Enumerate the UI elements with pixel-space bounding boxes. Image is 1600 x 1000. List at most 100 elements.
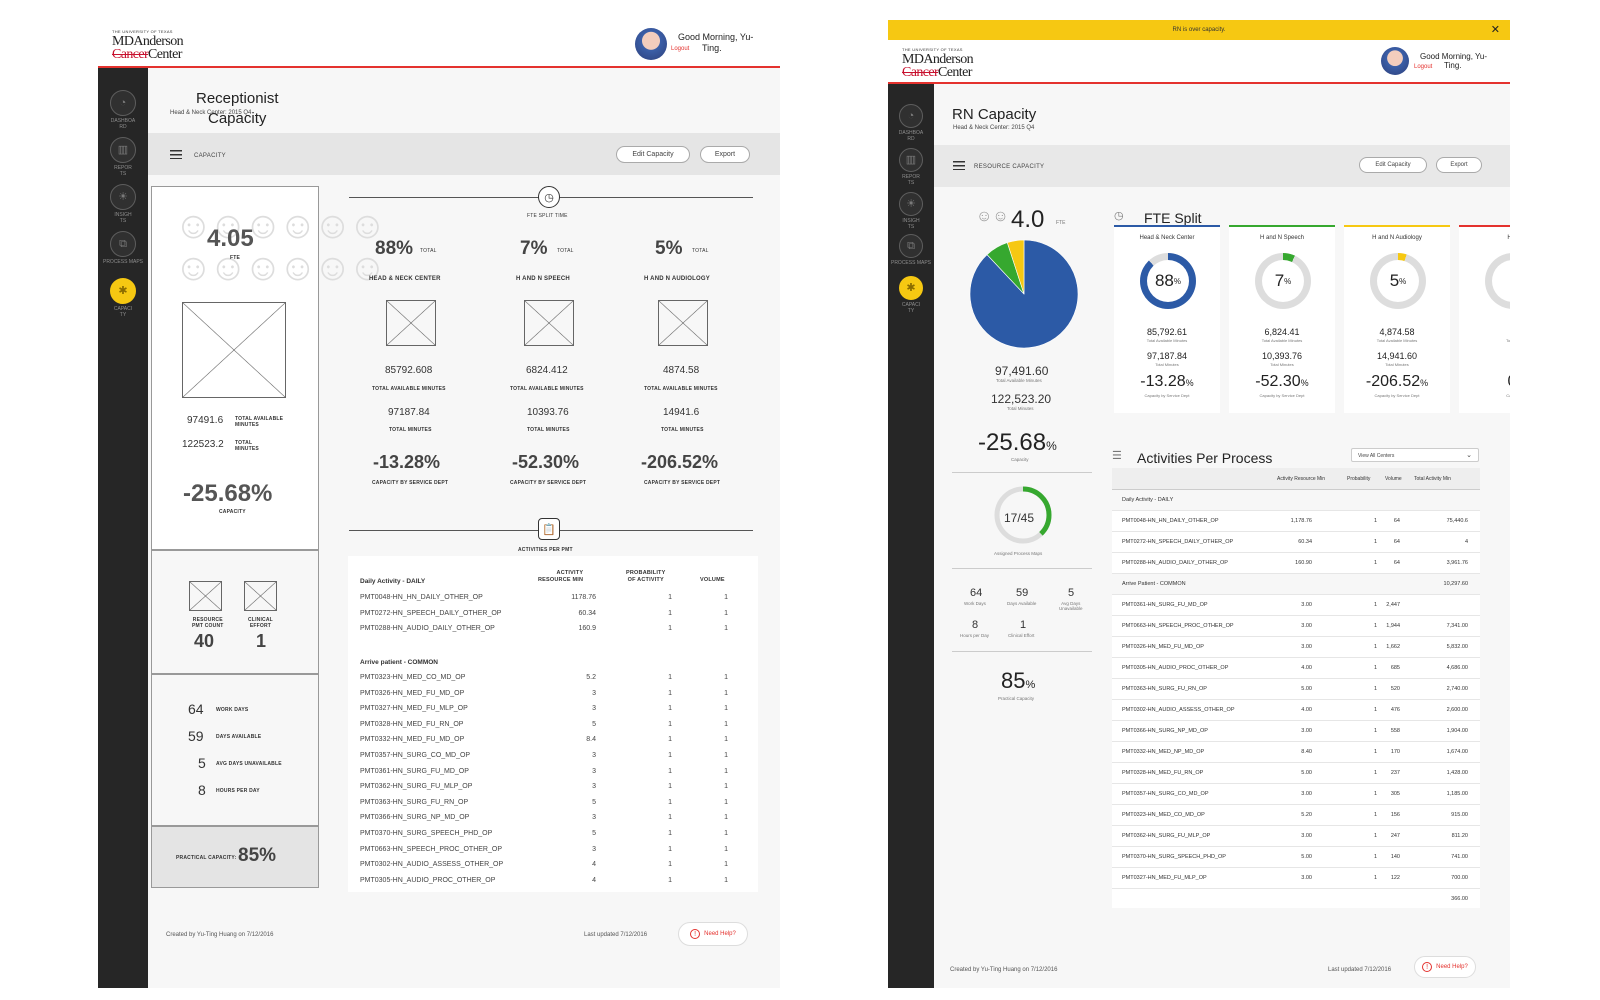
table-row[interactable]: PMT0326-HN_MED_FU_MD_OP 3.00 1 1,662 5,832.0… <box>1112 637 1480 658</box>
resource-pmt-value: 40 <box>194 631 215 651</box>
export-button[interactable]: Export <box>1436 157 1482 173</box>
split-capacity: -13.28% <box>373 452 441 472</box>
flow-icon: ⧉ <box>899 234 923 258</box>
row-volume: 1 <box>724 798 728 806</box>
view-centers-dropdown[interactable]: View All Centers ⌄ <box>1351 448 1479 462</box>
table-row[interactable]: PMT0362-HN_SURG_FU_MLP_OP 3.00 1 247 811.20 <box>1112 826 1480 847</box>
need-help-button[interactable]: ! Need Help? <box>1414 956 1476 978</box>
card-minutes: 97,187.84 <box>1146 351 1188 361</box>
row-cell: 3,961.76 <box>1446 560 1468 566</box>
logout-link[interactable]: Logout <box>671 46 690 52</box>
table-row[interactable]: PMT0370-HN_SURG_SPEECH_PHD_OP 5.00 1 140 741… <box>1112 847 1480 868</box>
pie-slice-2[interactable] <box>1006 239 1025 295</box>
row-cell: 75,440.6 <box>1446 518 1468 524</box>
table-row[interactable]: PMT0361-HN_SURG_FU_MD_OP 3.00 1 2,447 <box>1112 595 1480 616</box>
card-minutes-label: Total Minutes <box>1270 362 1294 367</box>
sidebar-item-capacity[interactable]: ✱ CAPACI TY <box>888 276 934 314</box>
main-content: Receptionist Head & Neck Center: 2015 Q4… <box>148 68 780 988</box>
mdanderson-logo[interactable]: THE UNIVERSITY OF TEXAS MDAnderson Cance… <box>112 30 184 62</box>
practical-capacity-box: PRACTICAL CAPACITY: 85% <box>151 826 319 888</box>
logout-link[interactable]: Logout <box>1414 64 1433 70</box>
avg-days-unavailable-label: Avg Days Unavailable <box>1059 601 1083 611</box>
table-row[interactable]: PMT0332-HN_MED_NP_MD_OP 8.40 1 170 1,674.00 <box>1112 742 1480 763</box>
table-row: PMT0370-HN_SURG_SPEECH_PHD_OP 5 1 1 <box>348 830 758 845</box>
table-row[interactable]: PMT0366-HN_SURG_NP_MD_OP 3.00 1 558 1,904.00 <box>1112 721 1480 742</box>
card-pct: 7 <box>1274 271 1285 290</box>
sidebar-item-process-maps[interactable]: ⧉ PROCESS MAPS <box>888 234 934 266</box>
card-title: H and N Audiology <box>1372 235 1422 241</box>
avatar[interactable] <box>635 28 667 60</box>
sidebar-item-reports[interactable]: ▥ REPOR TS <box>98 137 148 177</box>
fte-card[interactable]: H and N Audiology 5% 4,874.58 Total Availab… <box>1344 225 1450 413</box>
activities-title: Activities Per Process <box>1137 450 1273 466</box>
wireframe-panel: THE UNIVERSITY OF TEXAS MDAnderson Cance… <box>98 18 780 988</box>
fte-card[interactable]: H a Total A 0 Capac <box>1459 225 1510 413</box>
row-volume: 1 <box>724 609 728 617</box>
table-row[interactable]: PMT0305-HN_AUDIO_PROC_OTHER_OP 4.00 1 685 4,… <box>1112 658 1480 679</box>
col-probability: Probability <box>1347 476 1371 482</box>
row-volume: 1 <box>724 861 728 869</box>
mdanderson-logo[interactable]: THE UNIVERSITY OF TEXAS MDAnderson Cance… <box>902 48 974 80</box>
logo-cancer-center: CancerCenter <box>112 47 182 62</box>
card-minutes: 14,941.60 <box>1376 351 1418 361</box>
sidebar-item-capacity[interactable]: ✱ CAPACI TY <box>98 278 148 318</box>
fte-card[interactable]: H and N Speech 7% 6,824.41 Total Available … <box>1229 225 1335 413</box>
avatar[interactable] <box>1381 47 1409 75</box>
export-button[interactable]: Export <box>700 146 750 163</box>
table-row[interactable]: PMT0302-HN_AUDIO_ASSESS_OTHER_OP 4.00 1 476… <box>1112 700 1480 721</box>
fte-label: FTE <box>1056 220 1066 226</box>
table-row[interactable]: PMT0663-HN_SPEECH_PROC_OTHER_OP 3.00 1 1,94… <box>1112 616 1480 637</box>
split-placeholder <box>386 300 436 346</box>
row-cell: PMT0323-HN_MED_CO_MD_OP <box>1122 812 1205 818</box>
row-cell: 1,662 <box>1386 644 1400 650</box>
fte-card[interactable]: Head & Neck Center 88% 85,792.61 Total Avai… <box>1114 225 1220 413</box>
row-cell: PMT0357-HN_SURG_CO_MD_OP <box>1122 791 1209 797</box>
total-minutes-value: 122523.2 <box>182 439 224 450</box>
row-resource-min: 60.34 <box>578 609 596 617</box>
table-row[interactable]: PMT0272-HN_SPEECH_DAILY_OTHER_OP 60.34 1 64… <box>1112 532 1480 553</box>
days-available-value: 59 <box>1016 587 1029 599</box>
table-row[interactable]: PMT0357-HN_SURG_CO_MD_OP 3.00 1 305 1,185.00 <box>1112 784 1480 805</box>
row-cell: 64 <box>1393 518 1400 524</box>
chevron-down-icon: ⌄ <box>1466 452 1472 459</box>
total-available-label: Total Available Minutes <box>996 378 1042 383</box>
row-cell: 1 <box>1373 602 1377 608</box>
people-icon: ☺☺☺☺☺☺ <box>174 205 387 247</box>
table-row[interactable]: PMT0323-HN_MED_CO_MD_OP 5.20 1 156 915.00 <box>1112 805 1480 826</box>
table-row[interactable]: PMT0327-HN_MED_FU_MLP_OP 3.00 1 122 700.00 <box>1112 868 1480 889</box>
edit-capacity-button[interactable]: Edit Capacity <box>616 146 690 163</box>
row-volume: 1 <box>724 736 728 744</box>
row-resource-min: 1178.76 <box>571 594 596 601</box>
row-cell: 237 <box>1390 770 1400 776</box>
avg-days-unavailable-value: 5 <box>198 755 206 771</box>
card-capacity-label: Capac <box>1506 393 1510 398</box>
split-minutes-label: TOTAL MINUTES <box>527 427 570 433</box>
lightbulb-icon: ☀ <box>110 184 136 210</box>
sidebar-item-dashboard[interactable]: ◔ DASHBOA RD <box>98 90 148 130</box>
table-row[interactable]: PMT0288-HN_AUDIO_DAILY_OTHER_OP 160.90 1 64… <box>1112 553 1480 574</box>
close-icon[interactable]: ✕ <box>1490 24 1500 36</box>
row-cell: 4,686.00 <box>1446 665 1468 671</box>
logo-mdanderson: MDAnderson <box>112 34 184 49</box>
card-available: 85,792.61 <box>1146 327 1188 337</box>
sidebar: ◔ DASHBOA RD ▥ REPOR TS ☀ INSIGH TS ⧉ PROCESS M… <box>98 68 148 988</box>
table-row: PMT0332-HN_MED_FU_MD_OP 8.4 1 1 <box>348 736 758 751</box>
sidebar-item-insights[interactable]: ☀ INSIGH TS <box>98 184 148 224</box>
split-total-label: TOTAL <box>557 248 574 254</box>
table-row[interactable]: PMT0328-HN_MED_FU_RN_OP 5.00 1 237 1,428.00 <box>1112 763 1480 784</box>
table-row[interactable]: PMT0363-HN_SURG_FU_RN_OP 5.00 1 520 2,740.00 <box>1112 679 1480 700</box>
row-pmt: PMT0332-HN_MED_FU_MD_OP <box>360 736 465 744</box>
sidebar-item-insights[interactable]: ☀ INSIGH TS <box>888 192 934 230</box>
row-probability: 1 <box>668 861 672 869</box>
sidebar-item-dashboard[interactable]: ◔ DASHBOA RD <box>888 104 934 142</box>
card-available-label: Total Available Minutes <box>1376 338 1418 343</box>
table-row[interactable]: PMT0048-HN_HN_DAILY_OTHER_OP 1,178.76 1 64 7… <box>1112 511 1480 532</box>
row-cell: PMT0327-HN_MED_FU_MLP_OP <box>1122 875 1207 881</box>
need-help-button[interactable]: ! Need Help? <box>678 922 748 946</box>
resource-placeholder <box>189 581 222 611</box>
split-pct: 7% <box>520 238 548 259</box>
sidebar-item-process-maps[interactable]: ⧉ PROCESS MAPS <box>98 231 148 265</box>
card-title: Head & Neck Center <box>1139 235 1195 241</box>
sidebar-item-reports[interactable]: ▥ REPOR TS <box>888 148 934 186</box>
edit-capacity-button[interactable]: Edit Capacity <box>1359 157 1427 173</box>
